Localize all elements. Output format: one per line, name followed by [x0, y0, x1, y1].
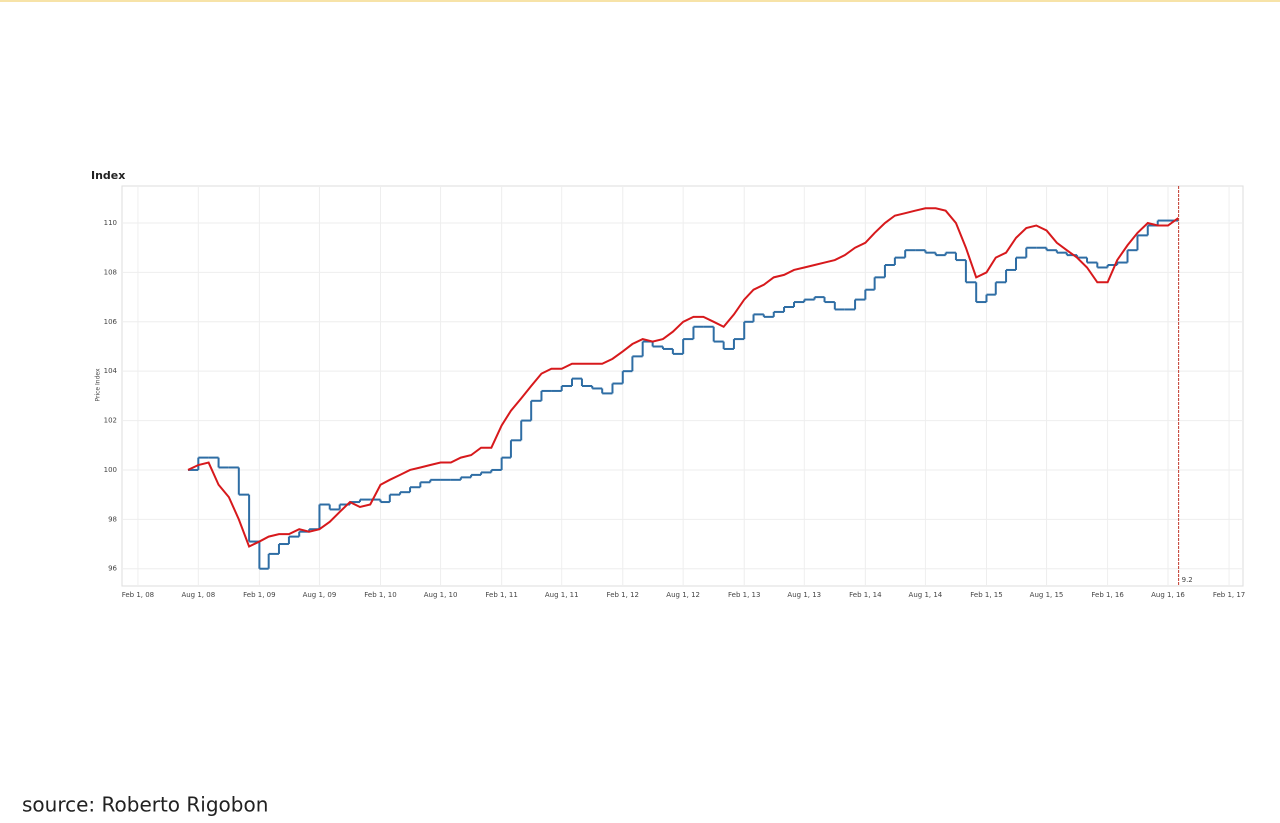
x-tick-label: Feb 1, 15	[970, 591, 1002, 599]
y-axis-label: Price Index	[95, 368, 102, 402]
x-tick-label: Feb 1, 11	[485, 591, 517, 599]
x-tick-label: Feb 1, 08	[122, 591, 154, 599]
y-tick-label: 96	[108, 565, 117, 573]
x-tick-label: Feb 1, 09	[243, 591, 275, 599]
top-rule	[0, 0, 1280, 2]
x-tick-label: Aug 1, 08	[181, 591, 215, 599]
x-tick-label: Feb 1, 14	[849, 591, 882, 599]
x-tick-label: Aug 1, 13	[787, 591, 821, 599]
plot-frame	[121, 185, 1244, 587]
series-line	[187, 207, 1179, 548]
chart-title: Index	[91, 169, 125, 182]
x-tick-label: Feb 1, 16	[1091, 591, 1124, 599]
y-tick-label: 104	[104, 367, 118, 375]
annotation-label: 9.2	[1182, 576, 1193, 584]
y-tick-label: 106	[104, 318, 118, 326]
x-tick-label: Feb 1, 17	[1213, 591, 1245, 599]
x-tick-label: Aug 1, 10	[424, 591, 458, 599]
x-tick-label: Aug 1, 15	[1030, 591, 1064, 599]
x-tick-label: Aug 1, 09	[303, 591, 337, 599]
x-tick-label: Aug 1, 16	[1151, 591, 1185, 599]
x-tick-label: Aug 1, 14	[909, 591, 943, 599]
y-tick-label: 100	[104, 466, 117, 474]
y-tick-label: 108	[104, 268, 117, 276]
x-tick-label: Feb 1, 12	[607, 591, 639, 599]
y-tick-label: 98	[108, 515, 117, 523]
x-tick-label: Feb 1, 13	[728, 591, 760, 599]
source: source: Roberto Rigobon	[22, 793, 268, 817]
x-tick-label: Aug 1, 11	[545, 591, 579, 599]
x-tick-label: Feb 1, 10	[364, 591, 396, 599]
y-tick-label: 102	[104, 417, 117, 425]
x-tick-label: Aug 1, 12	[666, 591, 700, 599]
y-tick-label: 110	[104, 219, 117, 227]
